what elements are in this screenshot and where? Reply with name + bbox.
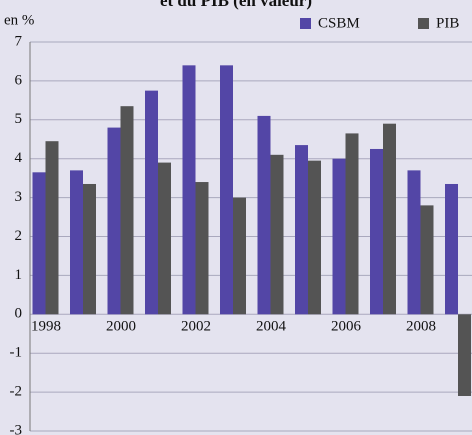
y-tick-label: 3 bbox=[15, 189, 23, 205]
bar bbox=[445, 183, 458, 315]
x-tick-label: 2000 bbox=[106, 319, 136, 335]
bar bbox=[257, 115, 271, 315]
y-tick-label: 4 bbox=[15, 150, 23, 166]
x-tick-label: 2008 bbox=[406, 319, 436, 335]
x-tick-label: 2002 bbox=[181, 319, 211, 335]
x-tick-label: 1998 bbox=[31, 319, 61, 335]
bar bbox=[220, 65, 233, 315]
bar bbox=[420, 205, 434, 315]
y-tick-label: -1 bbox=[10, 345, 23, 361]
bar bbox=[233, 197, 246, 315]
bar bbox=[407, 170, 421, 315]
bar bbox=[107, 127, 121, 315]
y-tick-label: 6 bbox=[15, 72, 23, 88]
legend-swatch bbox=[418, 18, 429, 29]
bar bbox=[345, 133, 359, 315]
x-tick-label: 2006 bbox=[331, 319, 362, 335]
y-tick-label: 1 bbox=[15, 267, 23, 283]
x-tick-label: 2004 bbox=[256, 319, 287, 335]
bar bbox=[195, 182, 209, 315]
y-tick-label: 2 bbox=[15, 228, 23, 244]
bar bbox=[295, 145, 308, 315]
bar bbox=[458, 314, 471, 396]
bar bbox=[383, 123, 396, 315]
y-tick-label: -2 bbox=[10, 384, 23, 400]
bar bbox=[332, 158, 346, 315]
y-tick-label: 7 bbox=[15, 33, 23, 49]
legend-label: PIB bbox=[436, 15, 459, 31]
bar bbox=[145, 90, 158, 315]
legend-swatch bbox=[300, 18, 311, 29]
chart-title: et du PIB (en valeur) bbox=[160, 0, 312, 10]
bar bbox=[32, 172, 46, 315]
bar bbox=[370, 148, 383, 315]
bar bbox=[120, 106, 134, 315]
legend-label: CSBM bbox=[318, 15, 360, 31]
bar bbox=[158, 162, 171, 315]
bar bbox=[270, 154, 284, 315]
bar bbox=[308, 160, 321, 315]
bar bbox=[83, 183, 96, 315]
y-tick-label: 5 bbox=[15, 111, 23, 127]
bar bbox=[70, 170, 83, 315]
bar bbox=[45, 141, 59, 315]
bar bbox=[182, 65, 196, 315]
y-tick-label: 0 bbox=[15, 306, 23, 322]
y-axis-label: en % bbox=[4, 12, 34, 28]
y-tick-label: -3 bbox=[10, 422, 23, 435]
